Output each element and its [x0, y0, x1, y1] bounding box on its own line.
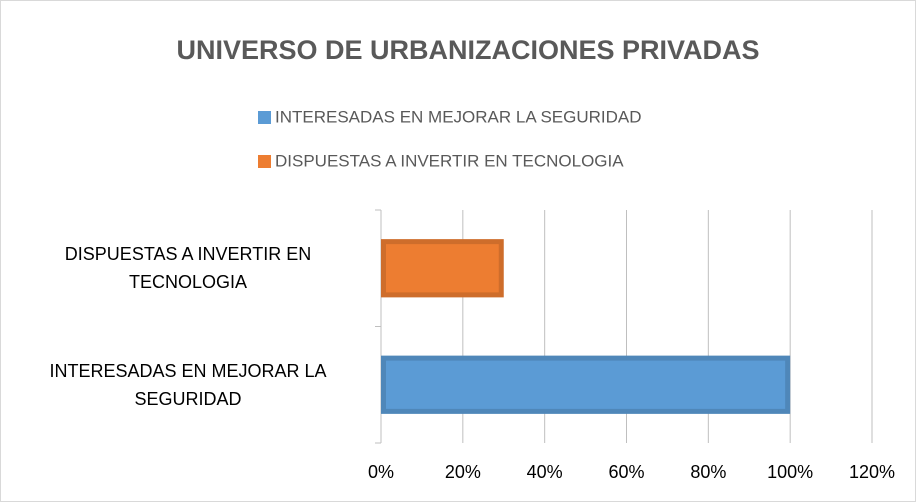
- legend-swatch: [258, 155, 271, 168]
- legend-label: INTERESADAS EN MEJORAR LA SEGURIDAD: [275, 107, 642, 126]
- x-tick-label: 0%: [368, 462, 394, 482]
- y-tick-label: INTERESADAS EN MEJORAR LA SEGURIDAD: [49, 360, 327, 409]
- x-tick-label: 60%: [608, 462, 644, 482]
- x-tick-label: 80%: [690, 462, 726, 482]
- y-tick-label: DISPUESTAS A INVERTIR EN TECNOLOGIA: [64, 244, 312, 293]
- chart-title: UNIVERSO DE URBANIZACIONES PRIVADAS: [176, 35, 759, 65]
- x-tick-label: 20%: [445, 462, 481, 482]
- x-tick-label: 100%: [767, 462, 813, 482]
- legend-label: DISPUESTAS A INVERTIR EN TECNOLOGIA: [275, 151, 624, 170]
- x-tick-label: 40%: [527, 462, 563, 482]
- bar: [381, 239, 504, 298]
- x-tick-label: 120%: [849, 462, 895, 482]
- legend-swatch: [258, 111, 271, 124]
- bar: [381, 355, 791, 414]
